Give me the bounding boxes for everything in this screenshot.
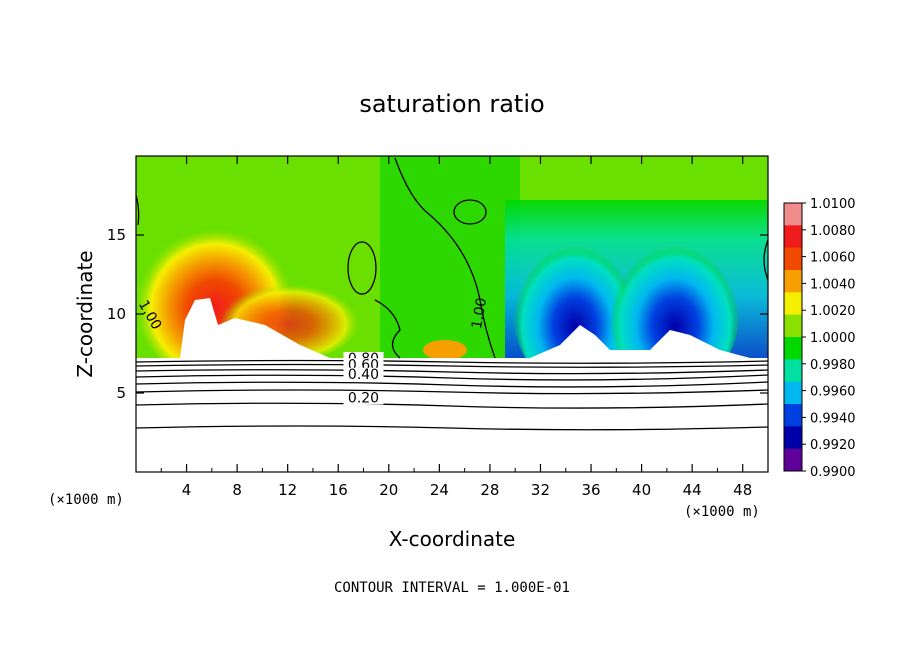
contour-label: 1.00 xyxy=(469,297,490,330)
field-orange-spot xyxy=(423,340,467,360)
x-tick-label: 24 xyxy=(430,481,449,499)
colorbar-label: 1.0100 xyxy=(810,197,856,212)
x-tick-label: 40 xyxy=(632,481,651,499)
contour-line xyxy=(136,381,768,388)
contour-line xyxy=(763,239,768,281)
colorbar-swatch xyxy=(784,225,802,249)
colorbar-swatch xyxy=(784,203,802,226)
x-unit-right: (×1000 m) xyxy=(684,504,760,520)
contour-line xyxy=(136,425,768,431)
contour-label-bg xyxy=(343,367,384,381)
x-tick-label: 36 xyxy=(581,481,600,499)
x-tick-label: 20 xyxy=(379,481,398,499)
unity-contours xyxy=(136,157,768,359)
colorbar-swatch xyxy=(784,314,802,338)
colorbar-swatch xyxy=(784,448,802,472)
x-unit-left: (×1000 m) xyxy=(48,492,124,508)
y-axis-label: Z-coordinate xyxy=(73,250,97,377)
subcloud-region xyxy=(136,358,768,472)
colorbar: 1.0100 1.0080 1.0060 1.0040 1.0020 1.0000 0.99… xyxy=(783,197,856,480)
colorbar-label: 1.0000 xyxy=(810,331,856,346)
colorbar-label: 0.9920 xyxy=(810,438,856,453)
contour-line xyxy=(394,157,496,359)
subcloud-contours xyxy=(136,359,768,431)
colorbar-swatch xyxy=(784,359,802,383)
colorbar-swatch xyxy=(784,247,802,271)
contour-line xyxy=(136,363,768,368)
colorbar-label: 1.0060 xyxy=(810,251,856,266)
x-tick-label: 16 xyxy=(329,481,348,499)
colorbar-label: 1.0020 xyxy=(810,304,856,319)
contour-line xyxy=(347,241,377,295)
colorbar-label: 0.9960 xyxy=(810,385,856,400)
y-tick-label: 5 xyxy=(116,384,126,402)
x-tick-label: 12 xyxy=(278,481,297,499)
contour-line xyxy=(453,199,487,225)
colorbar-swatch xyxy=(784,381,802,405)
x-tick-label: 44 xyxy=(683,481,702,499)
contour-line xyxy=(374,299,401,359)
x-tick-label: 8 xyxy=(232,481,242,499)
colorbar-label: 0.9980 xyxy=(810,358,856,373)
field-lightgreen-right xyxy=(380,156,520,358)
y-tick-label: 15 xyxy=(107,226,126,244)
x-tick-label: 28 xyxy=(480,481,499,499)
contour-line xyxy=(136,194,140,226)
x-tick-label: 32 xyxy=(531,481,550,499)
colorbar-swatch xyxy=(784,404,802,427)
plot-area xyxy=(136,156,768,472)
cloud-free-region-right xyxy=(530,325,750,358)
contour-label: 0.40 xyxy=(348,367,379,383)
contour-line xyxy=(136,402,768,409)
colorbar-label: 0.9900 xyxy=(810,465,856,480)
colorbar-swatch xyxy=(784,270,802,293)
contour-label: 0.20 xyxy=(348,390,379,406)
colorbar-label: 1.0040 xyxy=(810,277,856,292)
colorbar-swatch xyxy=(784,337,802,360)
x-axis-label: X-coordinate xyxy=(389,527,516,551)
contour-interval-note: CONTOUR INTERVAL = 1.000E-01 xyxy=(334,580,570,596)
x-tick-label: 4 xyxy=(182,481,192,499)
colorbar-swatch xyxy=(784,426,802,450)
contour-line xyxy=(136,369,768,375)
y-tick-label: 10 xyxy=(107,305,126,323)
contour-labels: 1.001.000.800.600.400.20 xyxy=(135,297,490,407)
colorbar-swatch xyxy=(784,292,802,316)
colorbar-label: 0.9940 xyxy=(810,411,856,426)
cloud-free-region-left xyxy=(180,298,330,358)
contour-line xyxy=(136,359,768,364)
colorbar-label: 1.0080 xyxy=(810,224,856,239)
contour-label-bg xyxy=(343,391,384,405)
contour-line xyxy=(136,389,768,395)
x-tick-label: 48 xyxy=(733,481,752,499)
contour-line xyxy=(136,374,768,381)
chart-title: saturation ratio xyxy=(359,90,544,118)
